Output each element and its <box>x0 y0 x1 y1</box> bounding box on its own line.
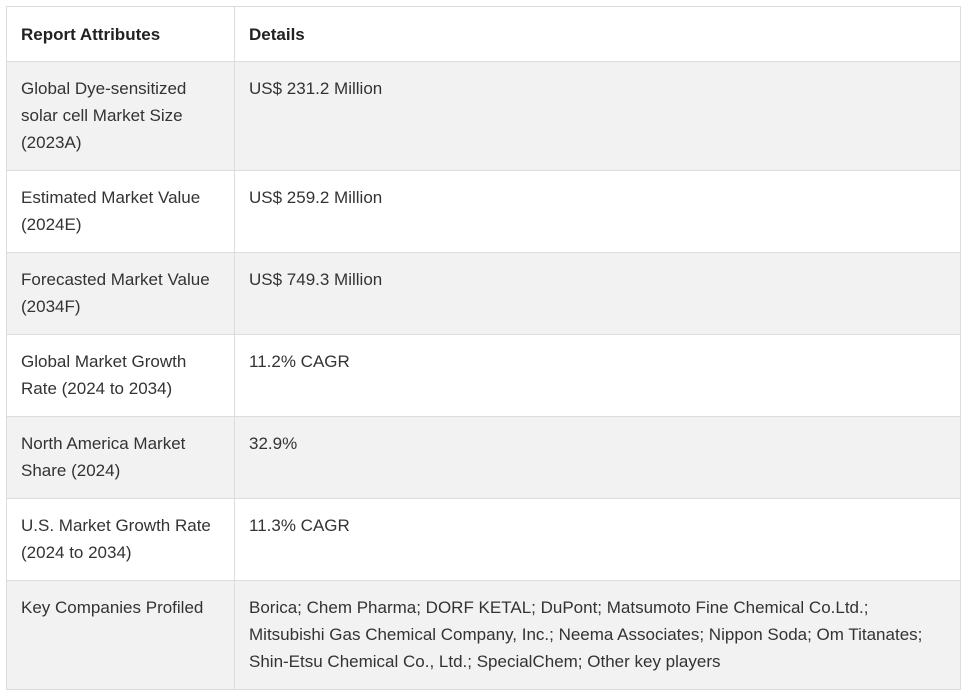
table-row: Global Dye-sensitized solar cell Market … <box>6 61 961 171</box>
report-attributes-table: Report Attributes Details Global Dye-sen… <box>6 6 961 690</box>
detail-cell: 11.2% CAGR <box>234 334 961 417</box>
column-header-attributes: Report Attributes <box>6 6 235 62</box>
attribute-cell: Global Dye-sensitized solar cell Market … <box>6 61 235 171</box>
attribute-cell: U.S. Market Growth Rate (2024 to 2034) <box>6 498 235 581</box>
table-header-row: Report Attributes Details <box>6 6 961 62</box>
detail-cell: Borica; Chem Pharma; DORF KETAL; DuPont;… <box>234 580 961 690</box>
detail-cell: US$ 231.2 Million <box>234 61 961 171</box>
attribute-cell: Global Market Growth Rate (2024 to 2034) <box>6 334 235 417</box>
table-row: U.S. Market Growth Rate (2024 to 2034) 1… <box>6 498 961 581</box>
table-row: Key Companies Profiled Borica; Chem Phar… <box>6 580 961 690</box>
table-row: Forecasted Market Value (2034F) US$ 749.… <box>6 252 961 335</box>
detail-cell: 32.9% <box>234 416 961 499</box>
table-row: Global Market Growth Rate (2024 to 2034)… <box>6 334 961 417</box>
detail-cell: US$ 749.3 Million <box>234 252 961 335</box>
attribute-cell: Estimated Market Value (2024E) <box>6 170 235 253</box>
table-row: Estimated Market Value (2024E) US$ 259.2… <box>6 170 961 253</box>
detail-cell: 11.3% CAGR <box>234 498 961 581</box>
detail-cell: US$ 259.2 Million <box>234 170 961 253</box>
attribute-cell: Key Companies Profiled <box>6 580 235 690</box>
column-header-details: Details <box>234 6 961 62</box>
table-row: North America Market Share (2024) 32.9% <box>6 416 961 499</box>
attribute-cell: North America Market Share (2024) <box>6 416 235 499</box>
attribute-cell: Forecasted Market Value (2034F) <box>6 252 235 335</box>
